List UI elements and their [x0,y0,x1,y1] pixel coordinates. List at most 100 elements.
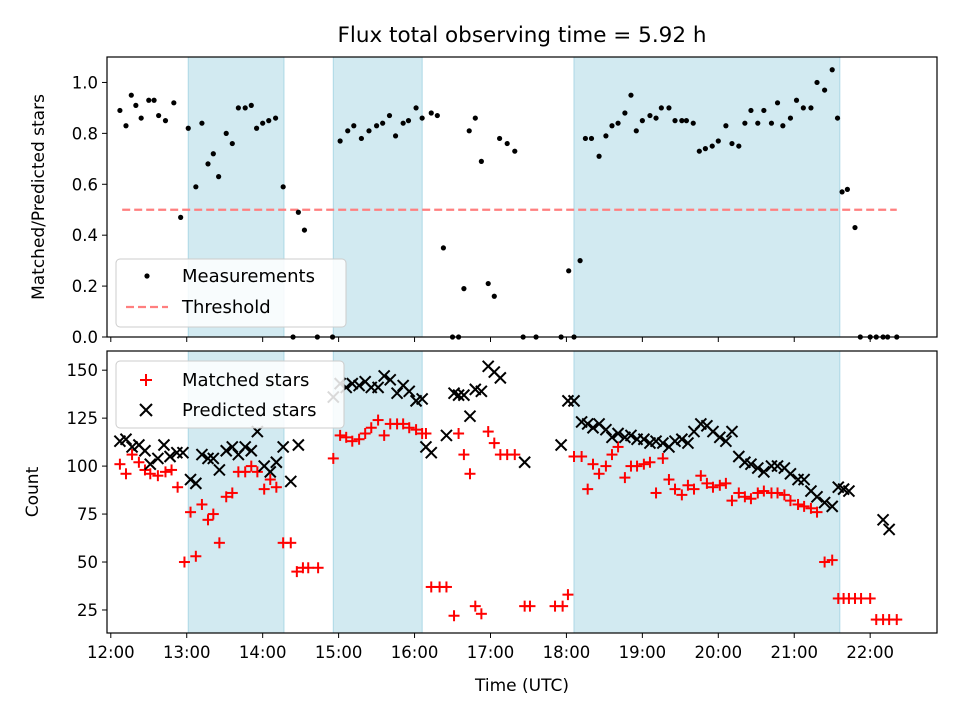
matched-stars-point [340,431,352,443]
measurement-point [577,258,583,264]
predicted-stars-point [352,379,366,392]
predicted-stars-point [518,456,531,469]
predicted-stars-point [876,513,890,527]
predicted-stars-point [226,440,239,454]
predicted-stars-point [818,496,831,509]
legend-predicted-label: Predicted stars [182,400,316,421]
measurement-point [146,97,152,103]
matched-stars-point [207,508,219,520]
matched-stars-point [264,474,276,486]
matched-stars-point [346,435,358,447]
matched-stars-point [397,418,409,430]
measurement-point [151,97,157,103]
y-tick-label: 0.0 [72,328,98,347]
measurement-point [117,107,123,114]
predicted-stars-point [238,440,252,454]
matched-stars-point [196,498,208,510]
measurement-point [248,102,254,108]
predicted-stars-point [163,450,177,463]
measurement-point [596,153,602,159]
predicted-stars-point [624,429,638,442]
predicted-stars-point [656,436,670,450]
matched-stars-point [663,474,675,486]
predicted-stars-point [452,388,465,402]
measurement-point [603,133,609,139]
matched-stars-point [657,452,669,464]
measurement-point [702,146,708,152]
matched-stars-point [245,460,257,472]
matched-stars-point [669,483,681,495]
measurement-point [647,112,653,119]
predicted-stars-point [377,369,391,383]
matched-stars-point [152,470,164,482]
matched-stars-point [410,424,422,436]
predicted-stars-point [292,438,305,452]
predicted-stars-point [276,440,290,454]
predicted-stars-point [599,423,613,436]
measurement-point [229,140,235,147]
x-tick-label: 17:00 [467,643,515,662]
measurement-point [633,128,639,134]
measurement-point [709,143,715,149]
matched-stars-point [676,489,688,501]
measurement-point [235,105,241,111]
measurement-point [829,67,835,73]
measurement-point [280,184,286,190]
matched-stars-point [159,466,171,478]
predicted-stars-point [611,427,625,440]
measurement-point [690,120,696,126]
predicted-stars-point [784,467,797,480]
measurement-point [301,227,308,233]
matched-stars-point [464,468,476,480]
predicted-stars-point [719,434,733,448]
matched-stars-point [772,487,784,499]
matched-stars-point [562,589,574,601]
bottom-panel: 12:00 13:00 14:00 15:00 16:00 17:00 18:00 19:00… [23,350,938,662]
measurement-point [787,115,794,121]
predicted-stars-point [371,381,385,394]
predicted-stars-point [725,425,739,438]
matched-stars-point [458,449,470,461]
matched-stars-point [114,458,126,470]
predicted-stars-point [649,434,663,448]
predicted-stars-point [567,394,581,408]
predicted-stars-point [554,438,568,452]
legend-predicted-marker [139,403,153,417]
bottom-y-axis-label: Count [23,466,43,517]
measurement-point [844,186,850,192]
measurement-point [653,115,659,121]
bottom-panel-frame [106,350,938,634]
predicted-stars-point [713,431,727,444]
matched-stars-point [378,429,390,441]
predicted-stars-point [390,386,404,400]
measurement-point [666,105,672,111]
measurement-point [156,112,162,119]
measurement-point [852,224,858,231]
y-tick-label: 125 [67,409,99,428]
measurement-point [461,286,467,292]
matched-stars-point [707,481,719,493]
top-legend: Measurements Threshold [115,258,347,328]
chart-title: Flux total observing time = 5.92 h [338,23,707,48]
measurement-point [672,118,678,124]
measurement-point [658,105,664,111]
predicted-stars-point [184,473,197,486]
measurement-point [171,100,177,106]
measurement-point [622,110,628,116]
matched-stars-point [448,610,460,622]
measurement-point [242,105,248,111]
measurement-point [199,120,205,126]
matched-stars-point [864,592,876,604]
matched-stars-point [239,466,251,478]
measurement-point [185,125,191,131]
measurement-point [351,123,357,129]
measurement-point [133,102,139,108]
predicted-stars-point [125,440,139,454]
matched-stars-point [482,426,494,438]
measurement-point [485,280,491,287]
x-tick-label: 12:00 [87,643,135,662]
matched-stars-point [826,554,838,566]
measurement-point [162,118,169,124]
predicted-stars-point [475,385,488,398]
predicted-stars-point [119,433,133,446]
